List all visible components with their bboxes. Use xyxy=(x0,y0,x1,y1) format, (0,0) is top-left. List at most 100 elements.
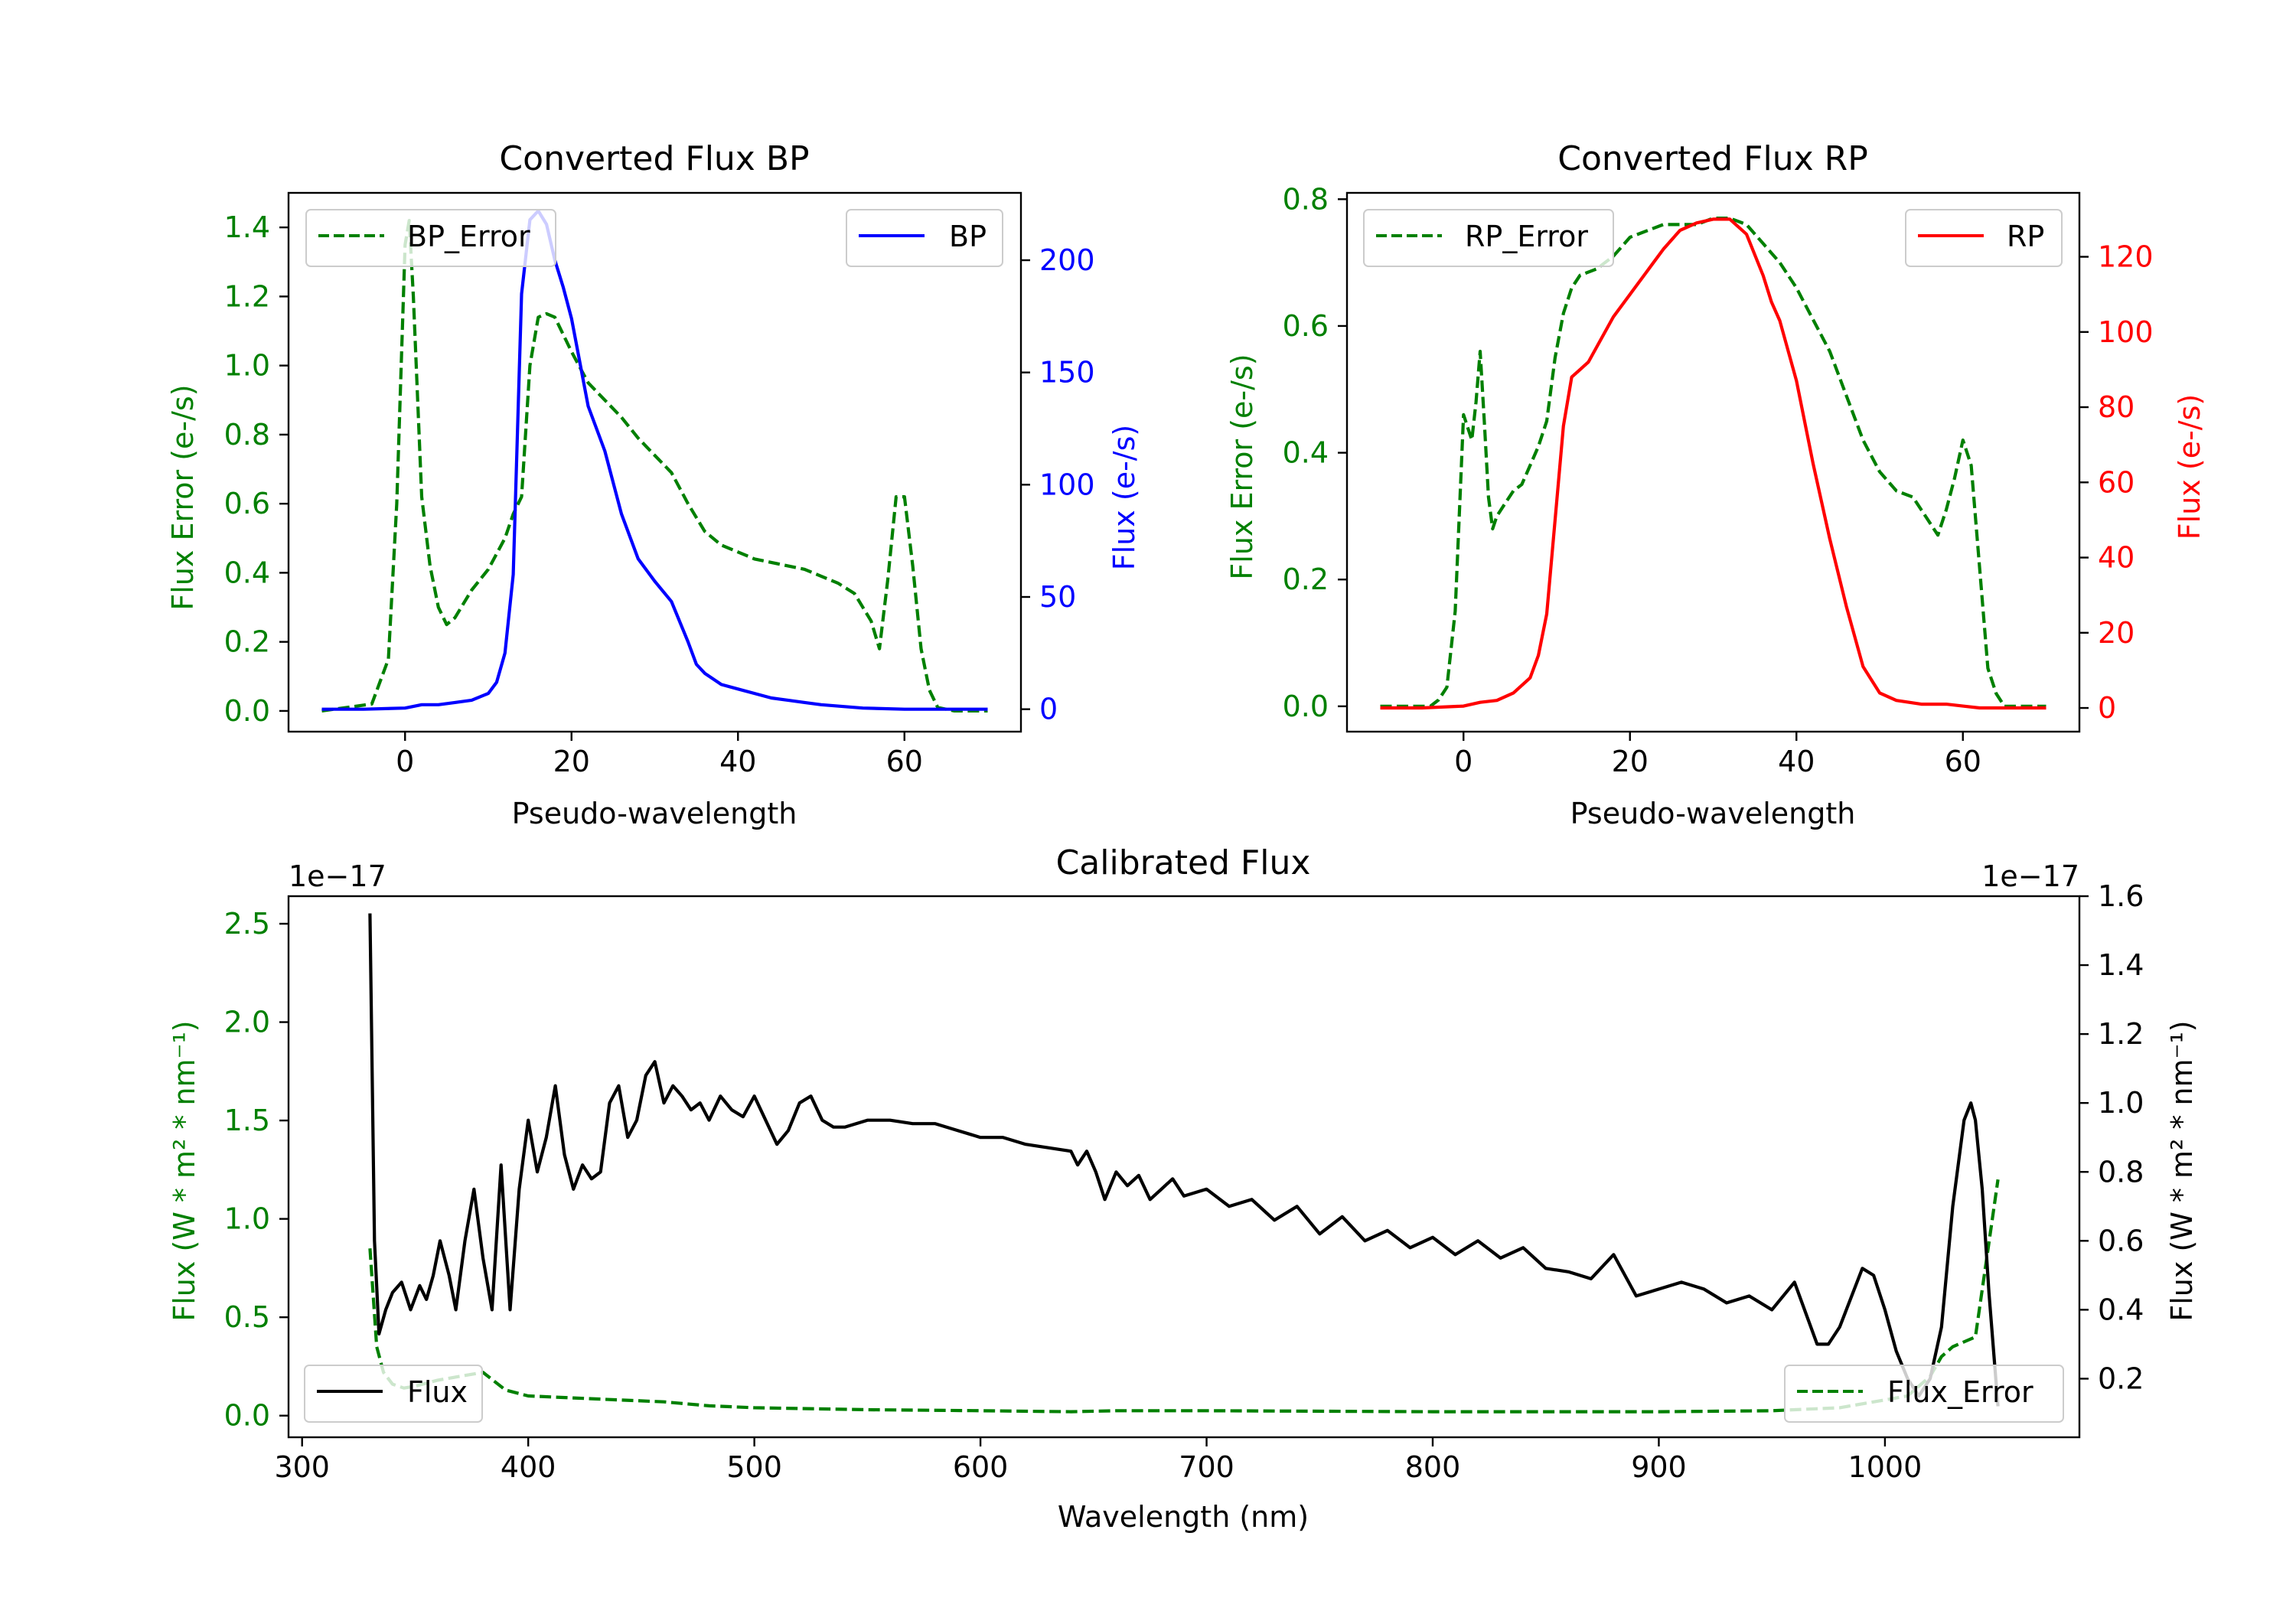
chart-rp-legend-error: RP_Error xyxy=(1363,209,1614,267)
chart-bp-ytick-left-label: 1.0 xyxy=(224,349,270,383)
chart-rp-ytick-right-label: 40 xyxy=(2098,541,2135,575)
chart-calibrated-ticks: 300 400 500 600 700 800 900 1000 0.0 0.5 1.0 1.5 2.0… xyxy=(224,879,2144,1484)
chart-calibrated-ylabel-left: Flux (W * m² * nm⁻¹) xyxy=(168,1020,201,1321)
chart-calibrated-ytick-right-label: 1.2 xyxy=(2098,1017,2144,1051)
chart-rp-xtick-label: 0 xyxy=(1454,745,1473,778)
chart-bp-ytick-left-label: 0.4 xyxy=(224,556,270,589)
chart-bp-series-bp xyxy=(321,209,988,711)
chart-calibrated-ytick-right-label: 0.6 xyxy=(2098,1224,2144,1257)
chart-calibrated-ytick-right-label: 1.4 xyxy=(2098,948,2144,982)
chart-rp-xlabel: Pseudo-wavelength xyxy=(1570,797,1856,830)
chart-rp-legend-flux: RP xyxy=(1905,209,2063,267)
chart-bp-title: Converted Flux BP xyxy=(499,139,809,178)
chart-rp-ylabel-left: Flux Error (e-/s) xyxy=(1225,354,1259,579)
chart-bp-legend-flux-label: BP xyxy=(949,220,987,253)
chart-bp-ylabel-right: Flux (e-/s) xyxy=(1107,425,1141,570)
chart-bp-legend-flux: BP xyxy=(846,209,1003,267)
chart-rp-legend-flux-box xyxy=(1905,209,2063,267)
chart-rp-ytick-left-label: 0.2 xyxy=(1283,563,1329,596)
chart-rp-legend-flux-label: RP xyxy=(2007,220,2044,253)
chart-calibrated-legend-error-box xyxy=(1784,1365,2064,1423)
chart-rp-lines xyxy=(1380,217,2047,710)
chart-calibrated-ytick-left-label: 2.5 xyxy=(224,907,270,941)
chart-rp-legend-error-box xyxy=(1363,209,1614,267)
chart-calibrated-legend-flux-box xyxy=(304,1365,483,1423)
chart-calibrated-ytick-right-label: 0.4 xyxy=(2098,1293,2144,1326)
chart-bp-ticks: 0 20 40 60 0.0 0.2 0.4 0.6 0.8 1.0 1.2 1.4 0 50 100 150… xyxy=(224,210,1095,778)
chart-calibrated-ytick-right-label: 1.0 xyxy=(2098,1086,2144,1120)
chart-rp-title: Converted Flux RP xyxy=(1557,139,1868,178)
chart-bp-xtick-label: 60 xyxy=(886,745,923,778)
chart-rp-ytick-right-label: 120 xyxy=(2098,240,2154,274)
chart-bp-ylabel-left: Flux Error (e-/s) xyxy=(166,384,200,610)
chart-calibrated-xlabel: Wavelength (nm) xyxy=(1058,1500,1309,1534)
chart-calibrated-frame xyxy=(287,895,2081,1439)
chart-bp-xtick-label: 20 xyxy=(553,745,590,778)
chart-bp-ytick-right-label: 50 xyxy=(1039,580,1076,614)
chart-rp-ytick-left-label: 0.0 xyxy=(1283,690,1329,723)
chart-bp-ytick-right-label: 0 xyxy=(1039,693,1058,726)
chart-rp-legend-error-label: RP_Error xyxy=(1465,220,1588,253)
chart-calibrated-ytick-right-label: 0.2 xyxy=(2098,1362,2144,1395)
chart-bp-legend-error-box xyxy=(305,209,556,267)
chart-calibrated-ytick-left-label: 0.5 xyxy=(224,1300,270,1334)
chart-calibrated-legend-flux: Flux xyxy=(304,1365,483,1423)
chart-calibrated-ytick-right-label: 1.6 xyxy=(2098,879,2144,913)
chart-bp-legend-error: BP_Error xyxy=(305,209,556,267)
chart-rp-ytick-right-label: 20 xyxy=(2098,616,2135,650)
chart-rp-series-rp-error xyxy=(1380,217,2047,709)
chart-bp-ytick-left-label: 0.6 xyxy=(224,487,270,520)
chart-calibrated: Calibrated Flux Wavelength (nm) 1e−17 1e… xyxy=(168,843,2199,1534)
chart-bp-ytick-left-label: 1.2 xyxy=(224,279,270,313)
chart-rp-ticks: 0 20 40 60 0.0 0.2 0.4 0.6 0.8 0 20 40 60 80 100 120 xyxy=(1283,182,2154,778)
chart-calibrated-offset-right: 1e−17 xyxy=(1981,859,2079,893)
chart-rp-ytick-left-label: 0.8 xyxy=(1283,182,1329,216)
chart-calibrated-ytick-left-label: 2.0 xyxy=(224,1006,270,1039)
chart-rp-xtick-label: 20 xyxy=(1612,745,1649,778)
chart-calibrated-ytick-left-label: 1.0 xyxy=(224,1202,270,1236)
chart-calibrated-xtick-label: 400 xyxy=(501,1450,556,1484)
chart-bp-ytick-right-label: 100 xyxy=(1039,468,1095,501)
chart-calibrated-legend-error-label: Flux_Error xyxy=(1887,1375,2033,1409)
chart-bp-ytick-left-label: 1.4 xyxy=(224,210,270,244)
chart-bp-frame xyxy=(287,191,1022,733)
chart-bp-xlabel: Pseudo-wavelength xyxy=(512,797,797,830)
chart-calibrated-ylabel-right: Flux (W * m² * nm⁻¹) xyxy=(2165,1020,2199,1321)
chart-calibrated-offset-left: 1e−17 xyxy=(289,859,386,893)
chart-rp-ytick-right-label: 60 xyxy=(2098,465,2135,499)
chart-rp-series-rp xyxy=(1380,217,2047,710)
chart-rp-ytick-right-label: 80 xyxy=(2098,390,2135,424)
chart-rp: Converted Flux RP Pseudo-wavelength Flux… xyxy=(1225,139,2206,830)
chart-rp-ylabel-right: Flux (e-/s) xyxy=(2173,394,2206,540)
chart-bp-ytick-right-label: 200 xyxy=(1039,243,1095,277)
chart-bp-ytick-right-label: 150 xyxy=(1039,356,1095,390)
chart-rp-ytick-right-label: 100 xyxy=(2098,315,2154,349)
chart-bp-series-bp-error xyxy=(321,219,988,713)
chart-bp-legend-error-label: BP_Error xyxy=(407,220,530,253)
chart-calibrated-legend-flux-label: Flux xyxy=(407,1375,468,1409)
chart-bp-lines xyxy=(321,209,988,713)
chart-calibrated-xtick-label: 1000 xyxy=(1848,1450,1923,1484)
chart-rp-ytick-left-label: 0.4 xyxy=(1283,436,1329,470)
chart-rp-frame xyxy=(1345,191,2081,733)
chart-bp-xtick-label: 40 xyxy=(719,745,756,778)
chart-calibrated-xtick-label: 300 xyxy=(274,1450,330,1484)
chart-rp-ytick-right-label: 0 xyxy=(2098,691,2116,725)
chart-calibrated-xtick-label: 600 xyxy=(953,1450,1009,1484)
chart-calibrated-xtick-label: 700 xyxy=(1179,1450,1234,1484)
chart-bp-ytick-left-label: 0.8 xyxy=(224,418,270,452)
chart-bp-xtick-label: 0 xyxy=(396,745,414,778)
chart-bp: Converted Flux BP Pseudo-wavelength Flux… xyxy=(166,139,1141,830)
chart-calibrated-legend-error: Flux_Error xyxy=(1784,1365,2064,1423)
chart-calibrated-xtick-label: 900 xyxy=(1631,1450,1687,1484)
chart-bp-ytick-left-label: 0.2 xyxy=(224,625,270,659)
chart-bp-ytick-left-label: 0.0 xyxy=(224,694,270,728)
chart-calibrated-ytick-left-label: 1.5 xyxy=(224,1104,270,1137)
chart-calibrated-series-flux xyxy=(368,913,2000,1407)
chart-bp-legend-flux-box xyxy=(846,209,1003,267)
chart-calibrated-xtick-label: 500 xyxy=(726,1450,782,1484)
chart-rp-xtick-label: 60 xyxy=(1945,745,1981,778)
